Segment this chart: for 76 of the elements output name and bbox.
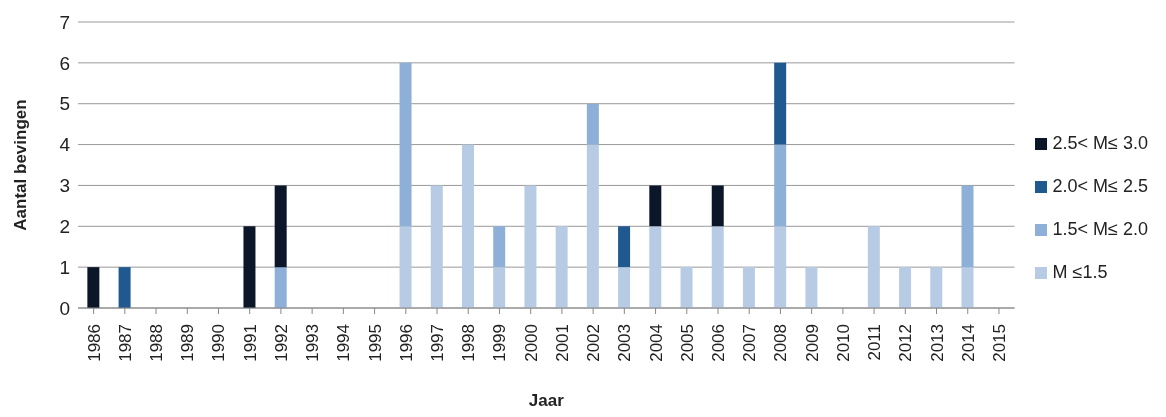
x-tick-label: 2003 [615,324,635,362]
bar [742,267,755,308]
bar [961,185,974,268]
bar [774,144,787,227]
x-tick-label: 2005 [677,324,697,362]
bar [586,103,599,145]
x-tick-label: 2002 [584,324,604,362]
y-tick-label: 3 [59,175,70,197]
bar [774,62,787,145]
legend-label: 2.5< M≤ 3.0 [1052,133,1148,154]
x-tick-label: 1995 [365,324,385,362]
x-tick-label: 2001 [552,324,572,362]
bar [649,226,662,308]
bar [711,185,724,227]
bar [774,226,787,308]
x-tick-label: 2012 [896,324,916,362]
bar [586,144,599,308]
x-tick-label: 2008 [771,324,791,362]
bar [524,185,537,308]
x-axis-title: Jaar [528,391,565,410]
bar [493,267,506,308]
y-tick-label: 0 [59,297,70,319]
x-tick-label: 1989 [178,324,198,362]
legend-label: M ≤1.5 [1052,262,1108,283]
x-tick-label: 2007 [740,324,760,362]
x-tick-label: 1993 [303,324,323,362]
bar [87,267,100,308]
y-tick-label: 4 [59,134,71,156]
x-tick-label: 2004 [646,324,666,362]
y-tick-label: 5 [59,93,70,115]
bar [805,267,818,308]
y-tick-label: 1 [59,256,70,278]
bar [961,267,974,308]
bar [274,267,287,308]
bar [555,226,568,308]
bar [274,185,287,268]
bar [680,267,693,308]
x-tick-label: 2000 [521,324,541,362]
y-axis-title: Aantal bevingen [11,99,31,231]
y-tick-label: 2 [59,216,70,238]
bar [493,226,506,268]
x-tick-label: 1986 [84,324,104,362]
x-tick-label: 2009 [802,324,822,362]
bar [930,267,943,308]
bar [899,267,912,308]
bar [399,226,412,308]
x-tick-label: 1991 [240,324,260,362]
bar [649,185,662,227]
x-tick-label: 1987 [115,324,135,362]
y-tick-label: 6 [59,52,70,74]
bar [618,226,631,268]
y-tick-label: 7 [59,11,70,33]
bar [461,144,474,308]
x-tick-label: 1999 [490,324,510,362]
x-tick-label: 2011 [865,324,885,361]
x-tick-label: 1997 [428,324,448,362]
bar [430,185,443,308]
x-tick-label: 2013 [927,324,947,362]
x-tick-label: 1990 [209,324,229,362]
x-tick-label: 2014 [958,324,978,362]
x-tick-label: 2006 [708,324,728,362]
x-tick-label: 1992 [271,324,291,362]
bar [618,267,631,308]
bar [711,226,724,308]
x-tick-label: 2010 [833,324,853,362]
x-tick-label: 1988 [147,324,167,362]
x-tick-label: 1998 [459,324,479,362]
x-tick-label: 1996 [396,324,416,362]
bar [118,267,131,308]
legend-label: 2.0< M≤ 2.5 [1052,176,1148,197]
x-tick-label: 2015 [989,324,1009,362]
bar [399,62,412,227]
legend-label: 1.5< M≤ 2.0 [1052,219,1148,240]
bar [867,226,880,308]
x-tick-label: 1994 [334,324,354,362]
bar [243,226,256,308]
